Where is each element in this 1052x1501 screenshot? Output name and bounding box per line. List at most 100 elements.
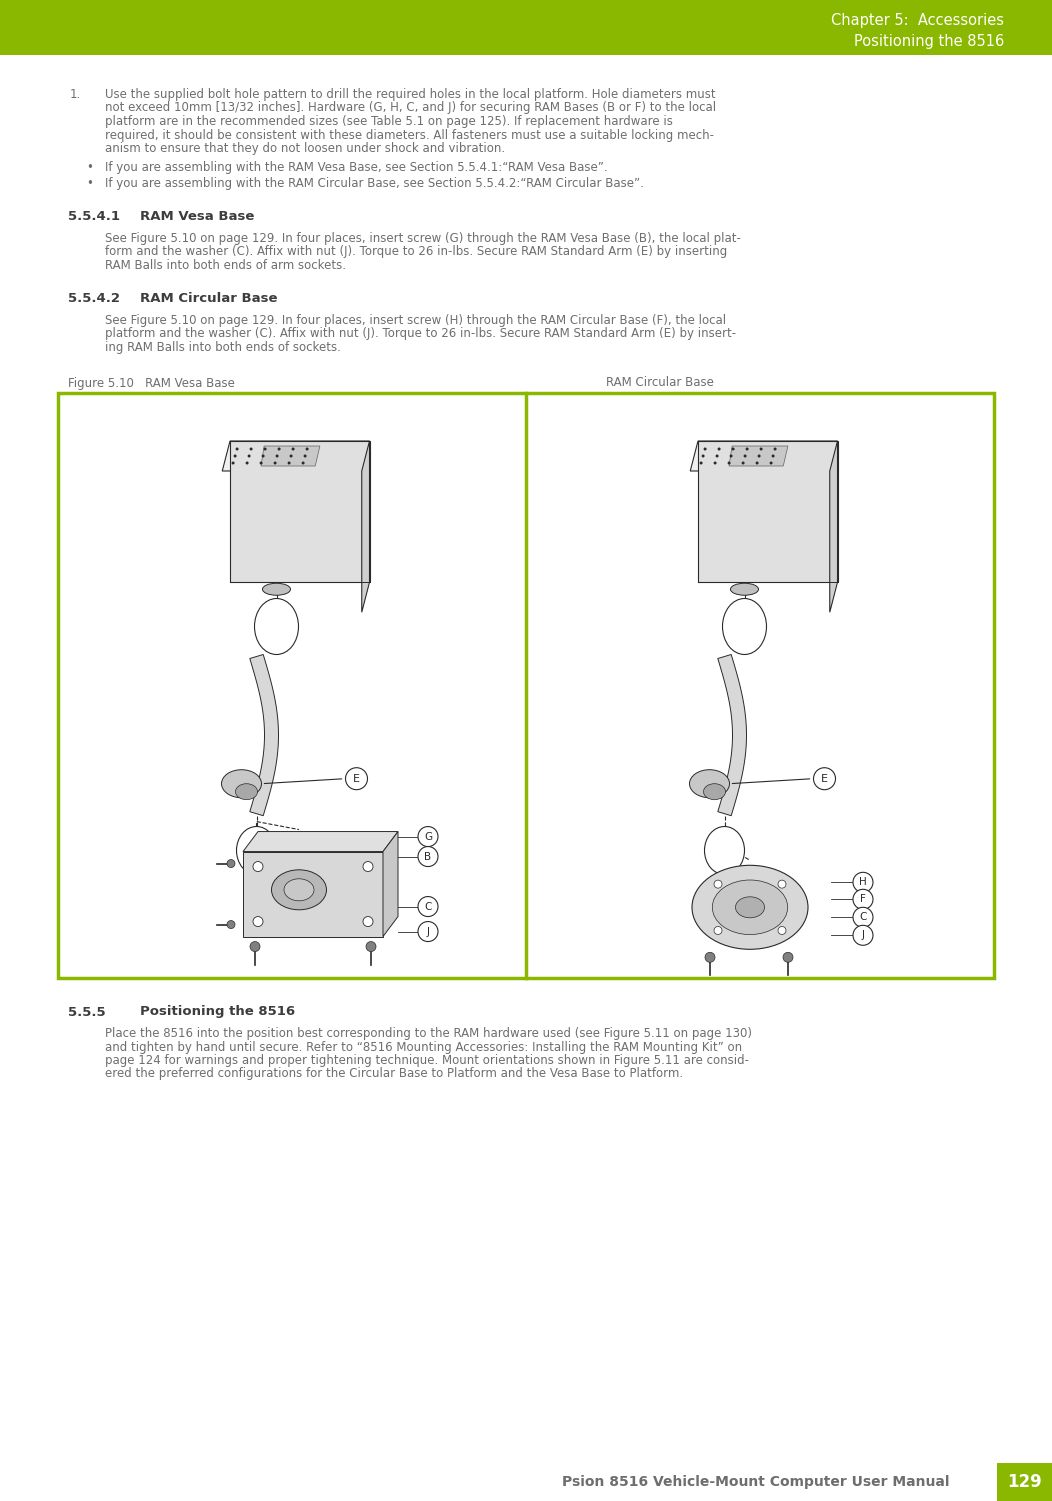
- Text: required, it should be consistent with these diameters. All fasteners must use a: required, it should be consistent with t…: [105, 129, 714, 141]
- Circle shape: [853, 925, 873, 946]
- Text: J: J: [862, 931, 865, 940]
- Polygon shape: [729, 446, 788, 465]
- Circle shape: [227, 920, 235, 929]
- Circle shape: [289, 455, 292, 458]
- Circle shape: [227, 860, 235, 868]
- Text: C: C: [859, 913, 867, 922]
- Ellipse shape: [222, 770, 262, 797]
- Text: Figure 5.10   RAM Vesa Base: Figure 5.10 RAM Vesa Base: [68, 377, 235, 389]
- Circle shape: [778, 880, 786, 889]
- Circle shape: [418, 922, 438, 941]
- Circle shape: [770, 461, 772, 464]
- Ellipse shape: [255, 599, 299, 654]
- Circle shape: [302, 461, 305, 464]
- Polygon shape: [222, 441, 369, 471]
- Circle shape: [755, 461, 758, 464]
- Circle shape: [418, 827, 438, 847]
- Text: •: •: [86, 162, 93, 174]
- Polygon shape: [830, 441, 837, 612]
- Circle shape: [305, 447, 308, 450]
- Circle shape: [363, 862, 373, 872]
- Text: B: B: [424, 851, 431, 862]
- Text: 1.: 1.: [70, 89, 81, 101]
- Ellipse shape: [271, 869, 326, 910]
- Text: If you are assembling with the RAM Circular Base, see Section 5.5.4.2:“RAM Circu: If you are assembling with the RAM Circu…: [105, 177, 644, 191]
- Circle shape: [853, 872, 873, 892]
- Circle shape: [250, 941, 260, 952]
- Circle shape: [700, 461, 703, 464]
- Text: Psion 8516 Vehicle-Mount Computer User Manual: Psion 8516 Vehicle-Mount Computer User M…: [562, 1475, 949, 1489]
- Circle shape: [744, 455, 747, 458]
- Bar: [997, 1463, 1052, 1501]
- Text: C: C: [424, 902, 431, 911]
- Circle shape: [363, 917, 373, 926]
- Circle shape: [717, 447, 721, 450]
- Circle shape: [778, 926, 786, 935]
- Text: E: E: [821, 773, 828, 784]
- Text: page 124 for warnings and proper tightening technique. Mount orientations shown : page 124 for warnings and proper tighten…: [105, 1054, 749, 1067]
- Circle shape: [715, 455, 719, 458]
- Text: anism to ensure that they do not loosen under shock and vibration.: anism to ensure that they do not loosen …: [105, 143, 505, 155]
- Text: RAM Balls into both ends of arm sockets.: RAM Balls into both ends of arm sockets.: [105, 260, 346, 272]
- Polygon shape: [243, 851, 383, 937]
- Circle shape: [236, 447, 239, 450]
- Circle shape: [757, 455, 761, 458]
- Circle shape: [771, 455, 774, 458]
- Polygon shape: [243, 832, 398, 851]
- Bar: [0, 0, 1052, 56]
- Circle shape: [304, 455, 306, 458]
- Text: Use the supplied bolt hole pattern to drill the required holes in the local plat: Use the supplied bolt hole pattern to dr…: [105, 89, 715, 101]
- Ellipse shape: [735, 896, 765, 917]
- Text: •: •: [86, 177, 93, 191]
- Polygon shape: [261, 446, 320, 465]
- Text: form and the washer (C). Affix with nut (J). Torque to 26 in-lbs. Secure RAM Sta: form and the washer (C). Affix with nut …: [105, 246, 727, 258]
- Text: Positioning the 8516: Positioning the 8516: [854, 33, 1004, 48]
- Ellipse shape: [689, 770, 729, 797]
- Circle shape: [418, 847, 438, 866]
- Circle shape: [276, 455, 279, 458]
- Text: RAM Circular Base: RAM Circular Base: [606, 377, 713, 389]
- Text: ing RAM Balls into both ends of sockets.: ing RAM Balls into both ends of sockets.: [105, 341, 341, 354]
- Text: 5.5.5: 5.5.5: [68, 1006, 105, 1019]
- Circle shape: [705, 952, 715, 962]
- Circle shape: [278, 447, 281, 450]
- Text: Positioning the 8516: Positioning the 8516: [140, 1006, 296, 1019]
- Circle shape: [264, 447, 266, 450]
- Circle shape: [742, 461, 745, 464]
- Text: See Figure 5.10 on page 129. In four places, insert screw (H) through the RAM Ci: See Figure 5.10 on page 129. In four pla…: [105, 314, 726, 327]
- Ellipse shape: [712, 880, 788, 935]
- Circle shape: [728, 461, 730, 464]
- Circle shape: [746, 447, 749, 450]
- Text: J: J: [426, 926, 429, 937]
- Circle shape: [245, 461, 248, 464]
- Circle shape: [252, 862, 263, 872]
- Circle shape: [783, 952, 793, 962]
- Circle shape: [418, 896, 438, 917]
- Circle shape: [853, 907, 873, 928]
- Circle shape: [713, 461, 716, 464]
- Polygon shape: [697, 441, 837, 582]
- Text: 5.5.4.2: 5.5.4.2: [68, 293, 120, 306]
- Text: platform and the washer (C). Affix with nut (J). Torque to 26 in-lbs. Secure RAM: platform and the washer (C). Affix with …: [105, 327, 736, 341]
- Circle shape: [704, 447, 707, 450]
- Circle shape: [291, 447, 295, 450]
- Circle shape: [731, 447, 734, 450]
- Text: E: E: [353, 773, 360, 784]
- Text: 5.5.4.1: 5.5.4.1: [68, 210, 120, 224]
- Circle shape: [773, 447, 776, 450]
- Circle shape: [760, 447, 763, 450]
- Polygon shape: [690, 441, 837, 471]
- Text: ered the preferred configurations for the Circular Base to Platform and the Vesa: ered the preferred configurations for th…: [105, 1067, 683, 1081]
- Text: RAM Vesa Base: RAM Vesa Base: [140, 210, 255, 224]
- Text: H: H: [859, 877, 867, 887]
- Text: Place the 8516 into the position best corresponding to the RAM hardware used (se: Place the 8516 into the position best co…: [105, 1027, 752, 1040]
- Text: not exceed 10mm [13/32 inches]. Hardware (G, H, C, and J) for securing RAM Bases: not exceed 10mm [13/32 inches]. Hardware…: [105, 102, 716, 114]
- Ellipse shape: [705, 827, 745, 875]
- Text: Chapter 5:  Accessories: Chapter 5: Accessories: [831, 14, 1004, 29]
- Ellipse shape: [237, 827, 277, 875]
- Circle shape: [252, 917, 263, 926]
- Circle shape: [714, 880, 722, 889]
- Text: If you are assembling with the RAM Vesa Base, see Section 5.5.4.1:“RAM Vesa Base: If you are assembling with the RAM Vesa …: [105, 162, 608, 174]
- Ellipse shape: [704, 784, 726, 800]
- Circle shape: [262, 455, 265, 458]
